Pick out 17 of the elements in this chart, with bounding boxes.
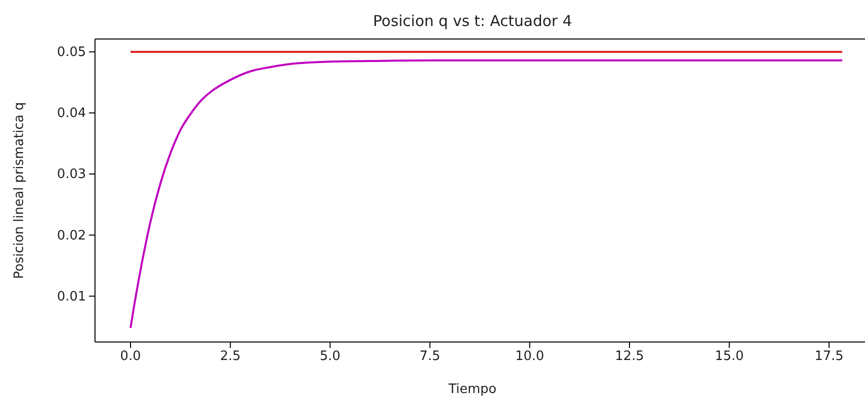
y-tick-label: 0.03 xyxy=(57,167,86,182)
y-tick-label: 0.01 xyxy=(57,289,86,304)
x-tick-label: 5.0 xyxy=(320,349,340,364)
x-tick-label: 7.5 xyxy=(420,349,440,364)
x-tick-label: 15.0 xyxy=(714,349,744,364)
x-tick-label: 2.5 xyxy=(220,349,241,364)
x-tick-label: 10.0 xyxy=(515,349,544,364)
y-tick-label: 0.02 xyxy=(57,228,86,244)
x-tick-label: 0.0 xyxy=(120,349,141,364)
y-tick-label: 0.04 xyxy=(57,106,86,122)
y-axis-title: Posicion lineal prismatica q xyxy=(12,102,27,279)
y-tick-label: 0.05 xyxy=(57,44,86,60)
line-series xyxy=(130,59,844,329)
chart-title: Posicion q vs t: Actuador 4 xyxy=(373,12,572,30)
x-tick-label: 12.5 xyxy=(615,349,644,364)
x-tick-label: 17.5 xyxy=(814,349,844,364)
x-axis-title: Tiempo xyxy=(447,382,497,397)
